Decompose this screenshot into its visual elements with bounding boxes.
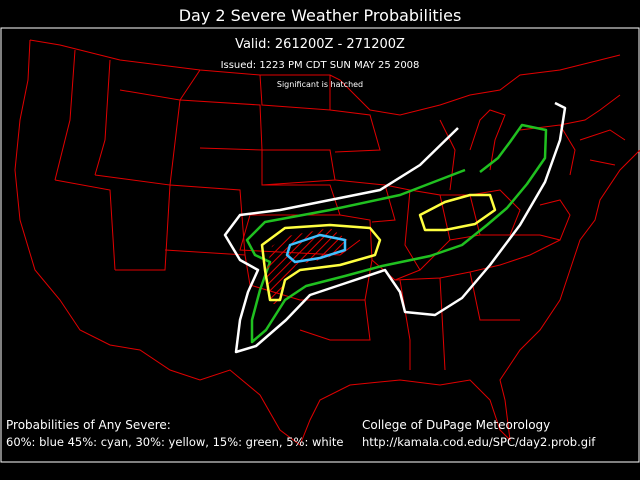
significant-hatch bbox=[266, 228, 348, 304]
legend-title: Probabilities of Any Severe: bbox=[6, 418, 171, 432]
legend-text: 60%: blue 45%: cyan, 30%: yellow, 15%: g… bbox=[6, 435, 343, 449]
map-frame bbox=[0, 27, 640, 463]
issued-time: Issued: 1223 PM CDT SUN MAY 25 2008 bbox=[221, 60, 420, 71]
title: Day 2 Severe Weather Probabilities bbox=[179, 6, 462, 25]
hatch-note: Significant is hatched bbox=[277, 80, 363, 89]
contour-5 bbox=[223, 101, 567, 354]
contour-30 bbox=[418, 193, 497, 232]
probability-contours bbox=[223, 101, 567, 354]
credit: College of DuPage Meteorology bbox=[362, 418, 550, 432]
contour-15 bbox=[245, 123, 548, 344]
source-url: http://kamala.cod.edu/SPC/day2.prob.gif bbox=[362, 435, 596, 449]
contour-45 bbox=[285, 233, 347, 264]
valid-time: Valid: 261200Z - 271200Z bbox=[235, 37, 405, 52]
contour-30 bbox=[260, 223, 382, 302]
